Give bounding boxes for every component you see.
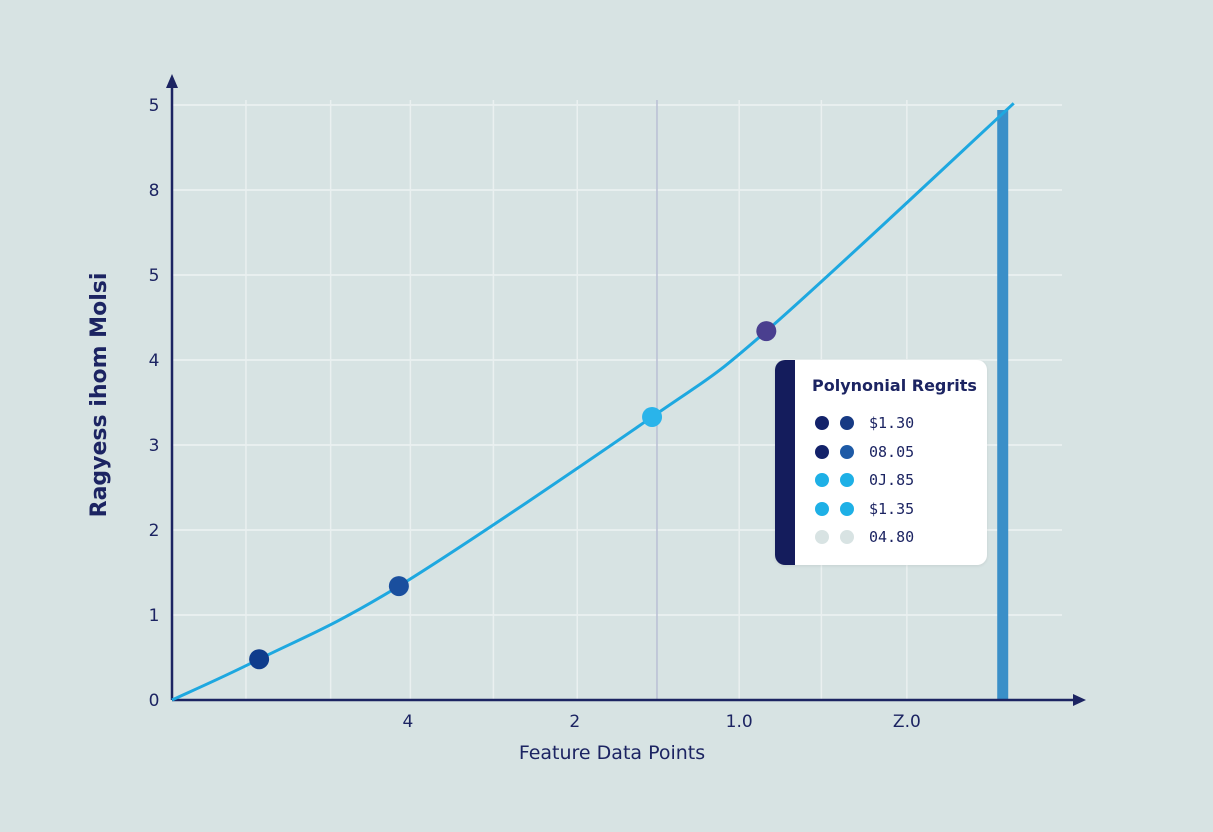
legend-entry: 08.05 [815,442,914,462]
data-point [642,406,663,427]
legend-marker-icon [815,530,829,544]
data-point [388,576,409,597]
y-axis-label: Ragyess ihom Molsi [87,273,112,518]
legend-marker-icon [840,473,854,487]
legend-marker-icon [815,501,829,516]
legend-marker-icon [815,473,829,487]
legend-entry: $1.35 [815,499,914,519]
legend-entry-label: 08.05 [869,442,915,461]
legend-entry: 04.80 [815,527,914,547]
vertical-bar [997,110,1009,700]
legend: Polynonial Regrits $1.30 08.05 0J.85 $1.35 0… [775,360,987,565]
x-tick-label: 1.0 [726,712,753,732]
legend-accent-bar [775,360,795,565]
y-tick-label: 5 [149,96,160,116]
x-axis-arrow-icon [1073,694,1086,706]
y-tick-label: 0 [149,691,160,711]
x-tick-label: 4 [402,712,413,732]
y-tick-label: 1 [149,606,160,626]
y-tick-label: 5 [149,266,160,286]
y-tick-label: 8 [149,181,160,201]
y-tick-label: 4 [149,351,160,371]
x-tick-label: Z.0 [893,712,921,732]
legend-marker-icon [840,530,854,544]
legend-marker-icon [840,444,854,459]
legend-entry-label: 0J.85 [869,471,915,489]
legend-title: Polynonial Regrits [812,376,977,395]
y-tick-label: 2 [149,521,160,541]
legend-entry: 0J.85 [815,470,914,490]
legend-entry-label: 04.80 [869,528,915,546]
legend-marker-icon [840,416,854,430]
legend-entry-label: $1.30 [869,414,915,432]
data-point [756,321,777,342]
data-point [249,649,270,670]
x-tick-label: 2 [569,712,580,732]
legend-entry-label: $1.35 [869,499,915,518]
y-tick-label: 3 [149,436,160,456]
legend-marker-icon [815,444,829,459]
legend-entry: $1.30 [815,413,914,433]
x-axis-label: Feature Data Points [519,742,705,764]
legend-marker-icon [840,501,854,516]
y-axis-arrow-icon [166,74,178,88]
legend-marker-icon [815,416,829,430]
